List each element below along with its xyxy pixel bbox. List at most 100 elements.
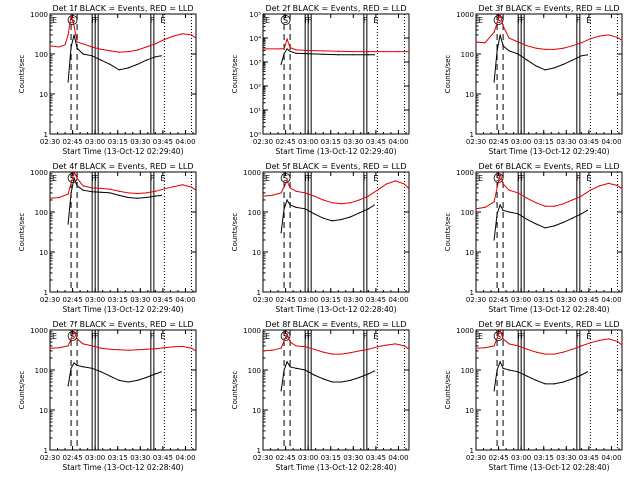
data-point <box>73 177 75 179</box>
data-point <box>358 199 360 201</box>
panel-8: Det 8f BLACK = Events, RED = LLD 02:30 02:… <box>231 320 410 472</box>
y-tick-label: 10³ <box>249 59 261 67</box>
data-point <box>136 197 138 199</box>
panel-title: Det 9f BLACK = Events, RED = LLD <box>478 320 619 329</box>
marker-label: F <box>576 332 581 341</box>
y-tick-label: 100 <box>35 51 48 59</box>
series-line-events <box>280 360 375 391</box>
x-tick-label: 02:30 <box>466 138 486 146</box>
data-point <box>172 346 175 348</box>
marker-label: E <box>373 16 378 25</box>
y-tick-label: 10⁴ <box>249 35 261 43</box>
data-point <box>331 381 333 383</box>
data-point <box>403 183 406 185</box>
data-point <box>499 173 501 175</box>
data-point <box>589 38 591 40</box>
data-point <box>544 205 546 207</box>
data-point <box>562 351 564 353</box>
data-point <box>616 340 619 342</box>
x-axis-label: Start Time (13-Oct-12 02:29:40) <box>488 147 609 156</box>
data-point <box>195 189 197 191</box>
data-point <box>163 347 165 349</box>
panel-title: Det 5f BLACK = Events, RED = LLD <box>265 162 406 171</box>
data-point <box>127 50 129 53</box>
x-axis-label: Start Time (13-Oct-12 02:28:40) <box>488 463 609 472</box>
data-point <box>535 223 537 225</box>
marker-label: F <box>150 332 155 341</box>
y-axis-label: Counts/sec <box>18 213 26 252</box>
x-axis-label: Start Time (13-Oct-12 02:29:40) <box>62 147 183 156</box>
data-point <box>49 197 51 199</box>
data-point <box>367 373 369 375</box>
data-point <box>331 220 333 222</box>
marker-label: S <box>283 16 288 25</box>
marker-label: E <box>586 174 591 183</box>
data-point <box>295 345 297 347</box>
data-point <box>145 196 147 199</box>
marker-circle <box>280 173 291 183</box>
marker-label: E <box>265 332 270 341</box>
data-point <box>304 346 306 348</box>
data-point <box>526 218 528 221</box>
data-point <box>535 202 537 204</box>
plot-frame <box>49 171 197 293</box>
y-tick-label: 1 <box>44 447 48 455</box>
data-point <box>349 216 351 218</box>
data-point <box>598 35 601 37</box>
data-point <box>280 232 282 234</box>
data-point <box>262 350 264 352</box>
marker-label: F <box>307 16 312 25</box>
data-point <box>331 353 333 355</box>
data-point <box>493 390 495 392</box>
x-tick-label: 03:30 <box>343 454 363 462</box>
marker-label: F <box>91 16 96 25</box>
marker-label: E <box>265 16 270 25</box>
data-point <box>82 43 84 45</box>
panel-2: Det 2f BLACK = Events, RED = LLD 02:30 02:… <box>231 4 410 156</box>
data-point <box>586 209 588 211</box>
data-point <box>127 192 129 194</box>
data-point <box>562 381 564 383</box>
data-point <box>580 213 582 215</box>
data-point <box>508 211 510 213</box>
data-point <box>331 202 333 204</box>
marker-label: F <box>304 332 309 341</box>
x-tick-label: 03:15 <box>108 296 128 304</box>
data-point <box>571 59 573 61</box>
data-point <box>277 48 279 50</box>
data-point <box>100 59 102 61</box>
data-point <box>67 345 69 347</box>
data-point <box>289 50 291 52</box>
data-point <box>408 348 410 350</box>
x-tick-label: 03:15 <box>534 296 554 304</box>
data-point <box>286 180 288 182</box>
data-point <box>621 188 623 190</box>
data-point <box>70 46 72 48</box>
data-point <box>562 203 564 205</box>
data-point <box>571 217 573 219</box>
marker-label: E <box>586 332 591 341</box>
data-point <box>499 204 501 206</box>
marker-label: F <box>150 174 155 183</box>
x-tick-label: 04:00 <box>388 296 408 304</box>
data-point <box>136 379 138 381</box>
marker-circle <box>280 15 291 25</box>
data-point <box>154 348 156 350</box>
data-point <box>562 63 564 65</box>
data-point <box>580 55 582 57</box>
marker-circle <box>493 15 504 25</box>
plot-frame <box>475 329 623 451</box>
data-point <box>535 351 537 353</box>
x-tick-label: 04:00 <box>601 296 621 304</box>
data-point <box>154 195 156 197</box>
data-point <box>562 47 564 49</box>
marker-label: F <box>94 16 99 25</box>
data-point <box>397 51 400 53</box>
y-tick-label: 100 <box>248 367 261 375</box>
y-tick-label: 100 <box>35 367 48 375</box>
data-point <box>91 55 93 57</box>
x-tick-label: 03:15 <box>321 296 341 304</box>
data-point <box>493 81 495 83</box>
series-line-events <box>280 198 375 233</box>
data-point <box>295 190 297 192</box>
